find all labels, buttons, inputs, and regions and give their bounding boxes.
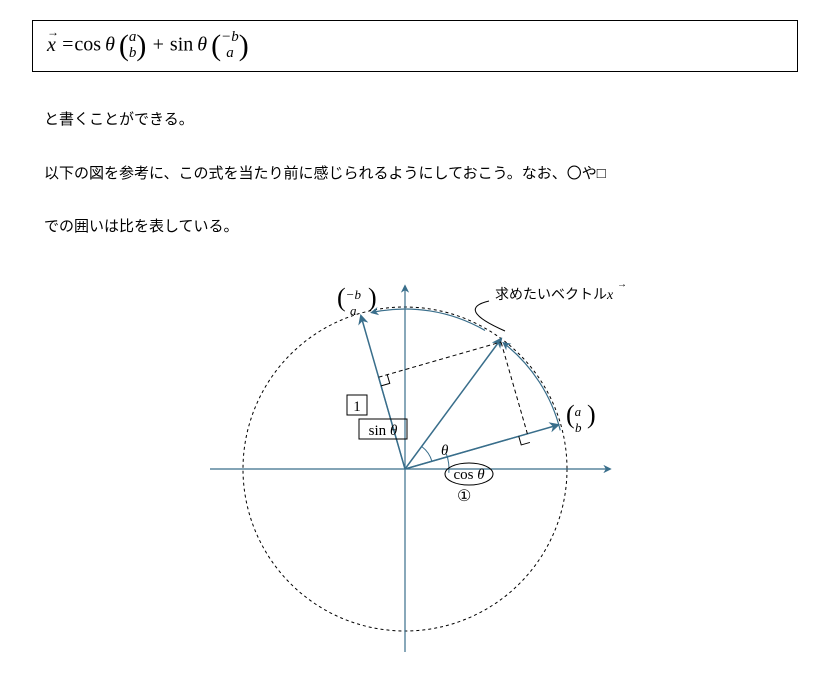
paren-close-2: ): [239, 29, 249, 63]
vector-x: [405, 339, 501, 469]
body-line-1: と書くことができる。: [44, 108, 798, 134]
svg-text:a: a: [350, 303, 357, 318]
plus-sign: +: [151, 34, 165, 56]
one-circle-label: ①: [457, 488, 471, 505]
body-line-2: 以下の図を参考に、この式を当たり前に感じられるようにしておこう。なお、〇や□: [44, 162, 798, 188]
sin-text: sin: [170, 34, 193, 56]
label-vec-ab: (ab): [566, 400, 596, 435]
annotation-text: 求めたいベクトルx: [495, 287, 614, 303]
column-vec-mba: −ba: [221, 30, 239, 62]
label-vec-mba: (−ba): [337, 283, 377, 318]
svg-text:b: b: [575, 420, 582, 435]
column-vec-ab: ab: [129, 30, 137, 62]
rot-arc-2: [372, 309, 485, 330]
vec-x: → x: [47, 34, 61, 56]
angle-arc: [422, 446, 432, 461]
proj-ab: [405, 433, 527, 468]
svg-text:): ): [368, 283, 377, 312]
vec-a-bot: b: [129, 46, 137, 62]
rot-arc-1: [504, 342, 561, 429]
paren-open-2: (: [211, 29, 221, 63]
theta-1: θ: [105, 34, 115, 56]
cos-label: cos θ: [453, 467, 485, 483]
svg-text:): ): [587, 400, 596, 429]
formula-box: → x =cos θ (ab) + sin θ (−ba): [32, 20, 798, 72]
dashed-edge-2: [379, 342, 501, 377]
vector-diagram: θcos θ sin θ 1 ① (ab) (−ba) 求めたいベクトルx→: [155, 269, 675, 669]
annotation-vec-arrow: →: [617, 279, 627, 290]
eq-sign: =: [61, 34, 75, 56]
paren-open-1: (: [119, 29, 129, 63]
diagram-container: θcos θ sin θ 1 ① (ab) (−ba) 求めたいベクトルx→: [32, 269, 798, 669]
sin-label: sin θ: [369, 423, 398, 439]
right-angle-ab: [519, 436, 530, 445]
dashed-edge-1: [501, 342, 527, 434]
theta-label: θ: [441, 443, 449, 459]
theta-2: θ: [197, 34, 207, 56]
vec-a-top: a: [129, 30, 137, 46]
vec-b-top: −b: [221, 30, 239, 46]
vector-arrow-icon: →: [47, 25, 59, 40]
annotation-leader: [475, 301, 505, 331]
cos-text: cos: [74, 34, 101, 56]
paren-close-1: ): [136, 29, 146, 63]
body-line-3: での囲いは比を表している。: [44, 215, 798, 241]
vec-b-bot: a: [221, 46, 239, 62]
one-box-label: 1: [353, 399, 361, 415]
